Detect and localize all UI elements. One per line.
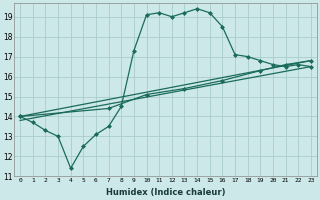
X-axis label: Humidex (Indice chaleur): Humidex (Indice chaleur) <box>106 188 225 197</box>
